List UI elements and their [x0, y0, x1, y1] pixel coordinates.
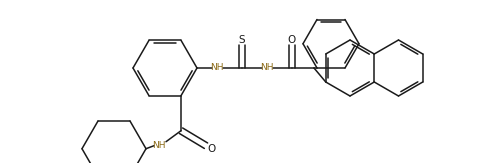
Text: S: S: [239, 35, 246, 45]
Text: NH: NH: [210, 64, 224, 73]
Text: NH: NH: [260, 64, 274, 73]
Text: O: O: [207, 144, 215, 154]
Text: NH: NH: [152, 141, 166, 150]
Text: O: O: [288, 35, 296, 45]
